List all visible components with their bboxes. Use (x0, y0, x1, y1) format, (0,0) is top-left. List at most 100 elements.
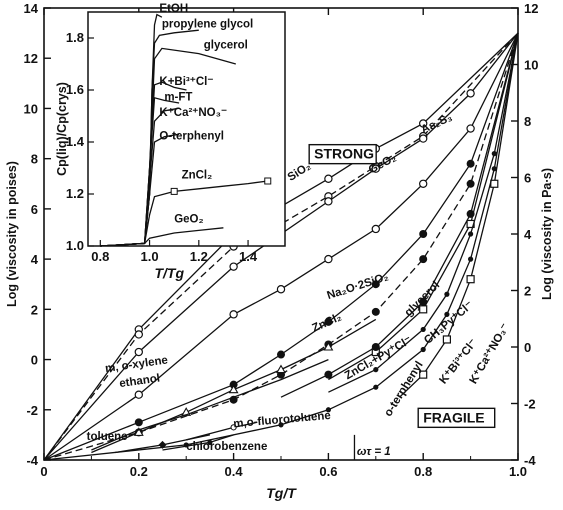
data-point-k-ca2-no3 (442, 335, 451, 344)
data-point-m-o-xylene (276, 364, 286, 374)
x-tick-label: 0.2 (130, 464, 148, 479)
data-point-as2s3 (371, 164, 380, 173)
inset-x-axis-label: T/Tg (154, 265, 184, 281)
inset-x-tick-label: 0.8 (91, 249, 109, 264)
series-label-m-o-xylene: m, o-xylene (104, 354, 168, 375)
inset-x-tick-label: 1.0 (141, 249, 159, 264)
inset-series-line-geo2 (100, 227, 224, 247)
data-point-na2o-2sio2 (324, 254, 333, 264)
data-point-k-ca2-no3 (466, 275, 475, 284)
y-right-tick-label: -4 (524, 453, 536, 468)
data-point-k-bi3-cl (373, 367, 379, 373)
inset-series-label-etoh: EtOH (159, 3, 188, 15)
data-point-toluene (158, 440, 167, 449)
series-label-m-o-fluorotoluene: m,o-fluorotoluene (233, 410, 331, 430)
series-label-chlorobenzene: chlorobenzene (186, 441, 267, 453)
y-right-tick-label: -2 (524, 397, 536, 412)
series-line-sio2 (43, 32, 519, 461)
inset-y-tick-label: 1.0 (66, 238, 84, 253)
data-point-geo2 (134, 330, 143, 339)
inset-y-tick-label: 1.8 (66, 30, 84, 45)
data-point-zncl2 (324, 317, 333, 326)
data-point-chlorobenzene (207, 439, 213, 446)
y-right-tick-label: 6 (524, 171, 531, 186)
data-point-as2s3 (229, 262, 238, 271)
data-point-glycerol (466, 179, 475, 188)
series-label-zncl2: ZnCl₂ (311, 311, 344, 334)
inset-series-label-propylene-glycol: propylene glycol (162, 19, 253, 31)
data-point-m-o-fluorotoluene (230, 424, 237, 431)
inset-data-point-zncl2 (170, 187, 178, 195)
x-tick-label: 0.6 (319, 464, 337, 479)
y-left-tick-label: 14 (24, 1, 39, 16)
y-right-tick-label: 4 (524, 227, 532, 242)
data-point-zncl2-py-cl (324, 370, 333, 379)
data-point-zncl2 (371, 280, 380, 289)
series-line-ethanol (91, 359, 329, 451)
data-point-m-o-xylene (133, 427, 144, 436)
data-point-zncl2-py-cl (466, 209, 475, 218)
y-left-tick-label: 2 (31, 302, 38, 317)
data-point-k-bi3-cl (444, 291, 450, 297)
y-left-tick-label: -2 (26, 403, 38, 418)
inset-series-label-geo2: GeO₂ (174, 214, 203, 226)
data-point-zncl2-py-cl (371, 343, 380, 351)
inset-series-label-o-terphenyl: O-terphenyl (159, 130, 224, 142)
annotation-omega-tau: ωτ = 1 (357, 446, 391, 458)
inset-plot: 0.8 1.0 1.2 1.4 1.0 1.2 1.4 1.6 1.8 T/Tg Cp(liq)/C… (55, 3, 286, 281)
inset-x-tick-label: 1.4 (239, 249, 258, 264)
series-label-na2o-2sio2: Na₂O·2SiO₂ (326, 271, 390, 302)
data-point-o-terphenyl (373, 384, 379, 390)
y-right-tick-label: 8 (524, 114, 531, 129)
data-point-zncl2 (277, 350, 285, 359)
data-point-m-o-xylene (323, 341, 334, 351)
y-left-tick-label: -4 (26, 453, 38, 468)
y-right-tick-label: 2 (524, 284, 531, 299)
box-strong (308, 143, 377, 165)
inset-y-axis-label: Cp(liq)/Cp(crys) (55, 82, 69, 176)
inset-series-label-m-ft: m-FT (164, 91, 192, 103)
data-point-na2o-2sio2 (276, 285, 286, 294)
x-tick-label: 0.4 (225, 464, 244, 479)
data-point-o-terphenyl (491, 166, 497, 172)
boxed-label-strong: STRONG (314, 146, 374, 162)
data-point-k-bi3-cl (420, 326, 426, 333)
series-label-zncl2-py-cl: ZnCl₂+Py⁺Cl⁻ (343, 334, 414, 382)
data-point-sio2 (324, 174, 333, 183)
series-label-k-ca2-no3: K⁺Ca²⁺NO₃⁻ (468, 322, 512, 387)
inset-series-label-k-bi3-cl: K+Bi³⁺Cl⁻ (159, 76, 213, 88)
y-right-axis-label: Log (viscosity in Pa∙s) (540, 168, 554, 300)
data-point-zncl2-py-cl (419, 297, 428, 306)
y-right-tick-label: 10 (524, 58, 538, 73)
inset-y-tick-label: 1.2 (66, 186, 84, 201)
data-point-k-ca2-no3 (490, 179, 499, 188)
inset-data-point-zncl2 (264, 177, 272, 185)
data-point-glycerol (371, 307, 380, 316)
series-line-zncl2-py-cl (280, 32, 519, 398)
data-point-zncl2 (134, 418, 143, 427)
data-point-na2o-2sio2 (371, 224, 380, 234)
y-left-axis-label: Log (viscosity in poises) (5, 161, 19, 307)
data-point-as2s3 (324, 197, 333, 206)
data-point-na2o-2sio2 (134, 390, 143, 399)
inset-x-tick-label: 1.2 (190, 249, 208, 264)
series-line-as2s3 (43, 32, 519, 461)
data-point-as2s3 (134, 347, 143, 357)
inset-series-label-glycerol: glycerol (204, 39, 248, 51)
data-point-ch3py-cl (419, 305, 428, 314)
series-line-o-terphenyl (43, 32, 519, 461)
series-label-as2s3: As₂S₃ (419, 112, 454, 137)
data-point-glycerol (419, 255, 428, 264)
data-point-m-o-xylene (228, 384, 239, 394)
y-right-tick-label: 0 (524, 340, 531, 355)
data-point-as2s3 (419, 134, 428, 143)
data-point-na2o-2sio2 (466, 124, 475, 133)
series-line-geo2 (43, 32, 519, 461)
data-point-o-terphenyl (420, 346, 426, 353)
data-point-as2s3 (466, 89, 475, 98)
inset-y-tick-label: 1.6 (66, 82, 84, 97)
data-point-o-terphenyl (444, 311, 450, 317)
inset-y-tick-label: 1.4 (66, 134, 85, 149)
y-left-tick-label: 4 (31, 252, 39, 267)
